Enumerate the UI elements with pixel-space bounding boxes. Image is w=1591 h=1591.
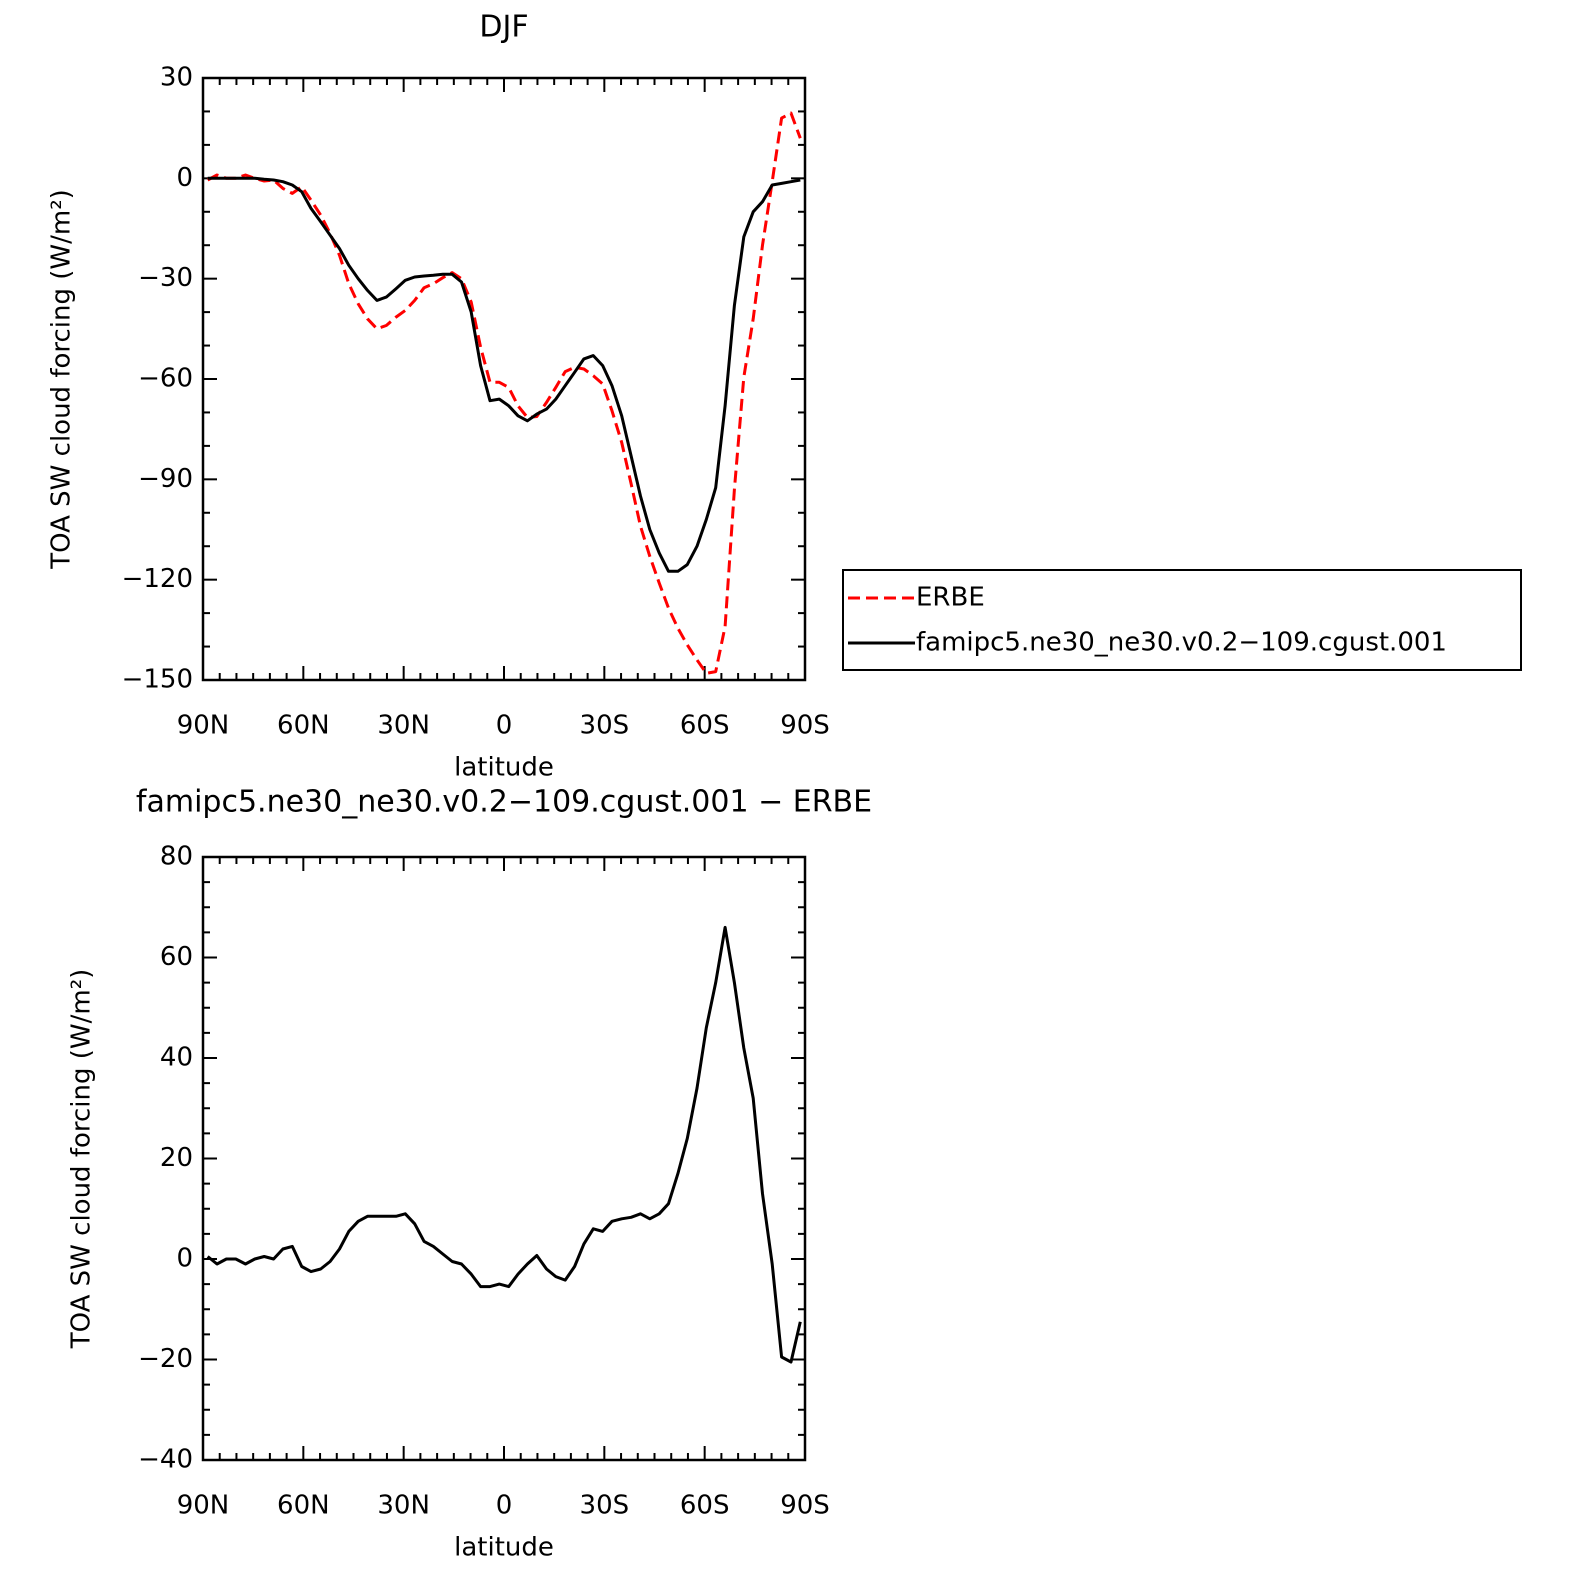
- data-line: [206, 925, 802, 1364]
- data-line: [206, 111, 802, 675]
- y-tick-label: −30: [138, 263, 193, 293]
- y-tick-label: −40: [138, 1445, 193, 1475]
- y-tick-label: 80: [160, 842, 193, 872]
- x-tick-label: 30N: [377, 1491, 430, 1521]
- x-tick-label: 90N: [177, 711, 230, 741]
- legend-label: famipc5.ne30_ne30.v0.2−109.cgust.001: [916, 628, 1447, 658]
- x-tick-label: 30S: [580, 711, 630, 741]
- x-tick-label: 60S: [680, 1491, 730, 1521]
- y-tick-label: −120: [122, 564, 193, 594]
- legend-box: [842, 569, 1522, 671]
- data-line: [207, 176, 801, 573]
- x-tick-label: 0: [496, 711, 513, 741]
- legend-label: ERBE: [916, 583, 985, 613]
- y-axis-label: TOA SW cloud forcing (W/m²): [47, 189, 77, 570]
- y-tick-label: 30: [160, 63, 193, 93]
- x-tick-label: 60S: [680, 711, 730, 741]
- x-tick-label: 90N: [177, 1491, 230, 1521]
- y-tick-label: −150: [122, 665, 193, 695]
- x-tick-label: 90S: [780, 1491, 830, 1521]
- y-tick-label: 0: [176, 163, 193, 193]
- x-tick-label: 30N: [377, 711, 430, 741]
- chart-title: famipc5.ne30_ne30.v0.2−109.cgust.001 − E…: [136, 785, 872, 820]
- x-tick-label: 90S: [780, 711, 830, 741]
- y-tick-label: 40: [160, 1043, 193, 1073]
- plot-frame: [201, 76, 807, 682]
- y-tick-label: 60: [160, 942, 193, 972]
- chart-title: DJF: [479, 10, 528, 45]
- y-tick-label: −20: [138, 1344, 193, 1374]
- y-tick-label: 20: [160, 1143, 193, 1173]
- y-axis-label: TOA SW cloud forcing (W/m²): [67, 969, 97, 1350]
- x-axis-label: latitude: [454, 1533, 554, 1563]
- plot-frame: [201, 855, 807, 1462]
- y-tick-label: 0: [176, 1244, 193, 1274]
- y-tick-label: −90: [138, 464, 193, 494]
- x-tick-label: 30S: [580, 1491, 630, 1521]
- x-tick-label: 60N: [277, 1491, 330, 1521]
- y-tick-label: −60: [138, 364, 193, 394]
- x-tick-label: 0: [496, 1491, 513, 1521]
- x-tick-label: 60N: [277, 711, 330, 741]
- x-axis-label: latitude: [454, 753, 554, 783]
